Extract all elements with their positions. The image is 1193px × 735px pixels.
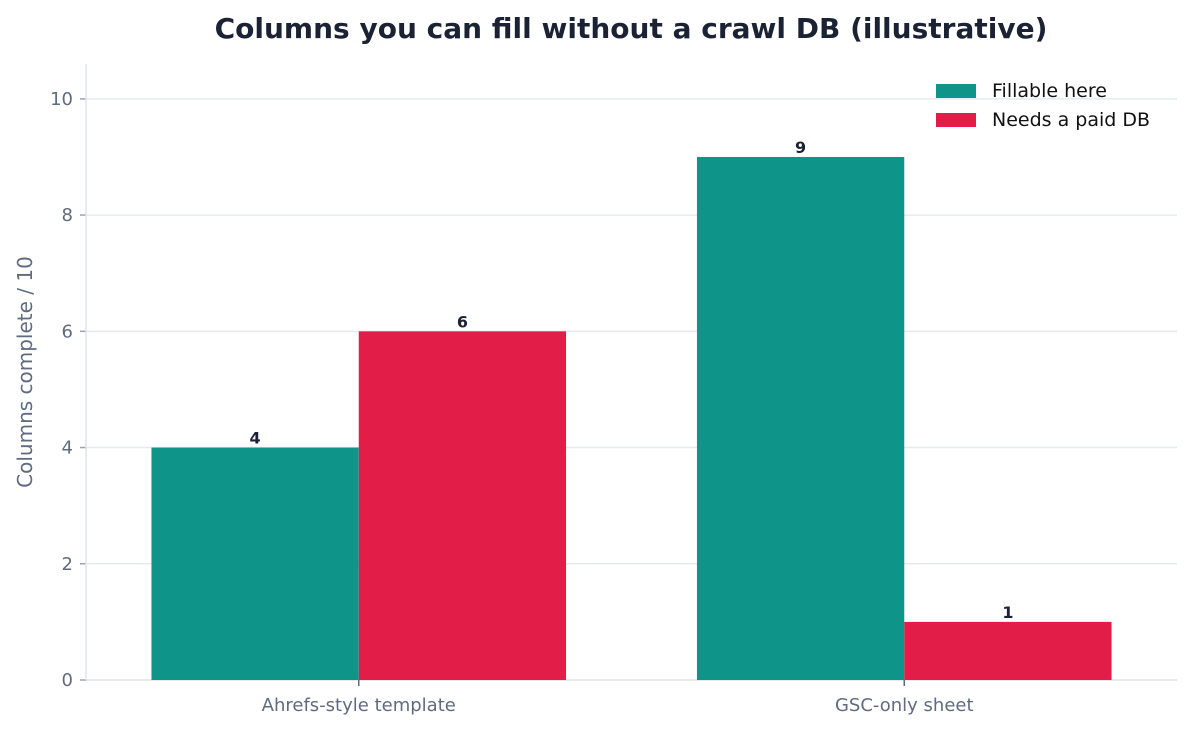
x-tick-label-0: Ahrefs-style template <box>262 695 456 716</box>
x-tick-label-1: GSC-only sheet <box>835 695 974 716</box>
legend-label-1: Needs a paid DB <box>992 109 1150 131</box>
bar-series1-cat0 <box>358 331 567 680</box>
bar-value-series1-cat1: 1 <box>1002 603 1013 622</box>
legend-swatch-0 <box>936 84 976 98</box>
y-tick-label-6: 6 <box>62 321 73 342</box>
chart-title: Columns you can fill without a crawl DB … <box>215 12 1048 45</box>
y-tick-label-10: 10 <box>50 89 73 110</box>
bar-series0-cat0 <box>151 447 359 680</box>
y-axis-label: Columns complete / 10 <box>13 256 37 488</box>
y-tick-label-4: 4 <box>62 438 73 459</box>
bar-value-series0-cat1: 9 <box>795 138 806 157</box>
bars <box>151 156 1112 680</box>
legend-swatch-1 <box>936 113 976 127</box>
bar-series1-cat1 <box>904 621 1112 680</box>
legend-label-0: Fillable here <box>992 80 1107 102</box>
y-tick-label-0: 0 <box>62 670 73 691</box>
y-tick-label-8: 8 <box>62 205 73 226</box>
y-tick-label-2: 2 <box>62 554 73 575</box>
legend: Fillable here Needs a paid DB <box>936 80 1150 131</box>
data-labels: 4 6 9 1 <box>250 138 1014 622</box>
bar-value-series1-cat0: 6 <box>457 312 468 331</box>
bar-series0-cat1 <box>696 156 905 680</box>
bar-value-series0-cat0: 4 <box>250 429 261 448</box>
